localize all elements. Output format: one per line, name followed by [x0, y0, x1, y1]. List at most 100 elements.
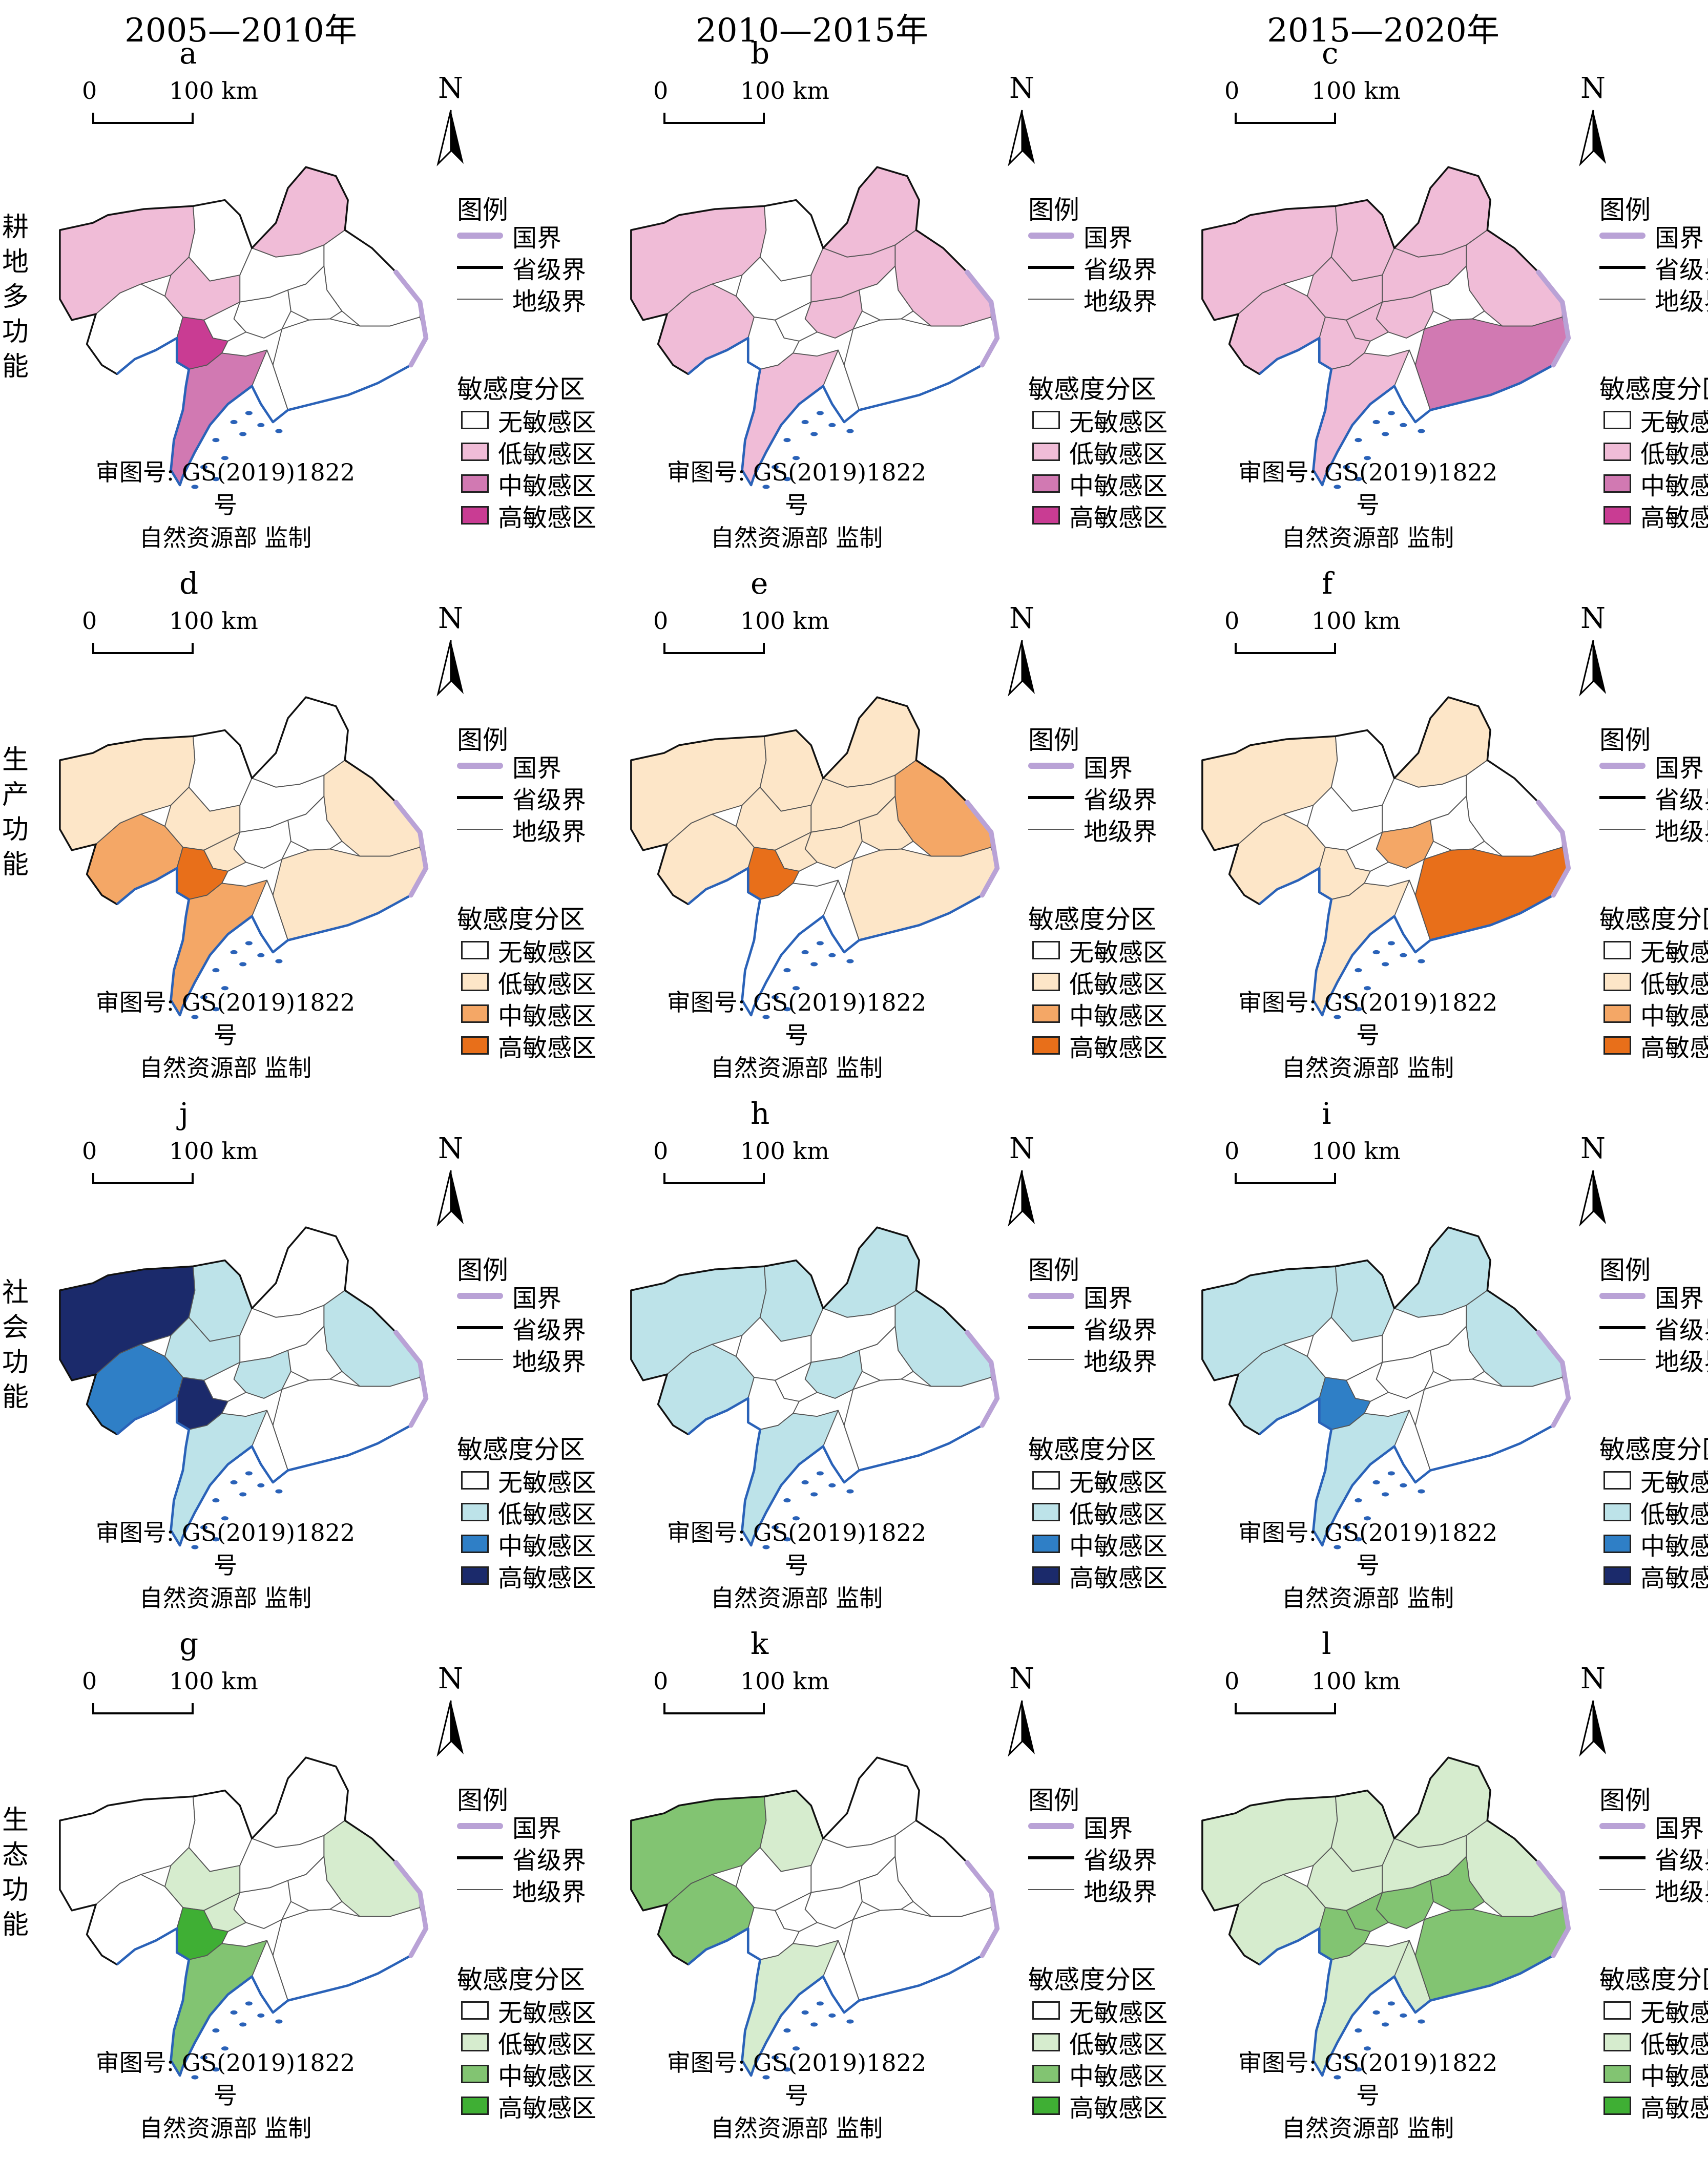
legend-label: 地级界	[512, 1348, 587, 1376]
map-approval-note: 审图号: GS(2019)1822号 自然资源部 监制	[663, 1516, 930, 1615]
legend-line-icon	[1028, 299, 1074, 300]
national-boundary	[1536, 1330, 1571, 1428]
island	[783, 1537, 791, 1542]
scale-distance: 100 km	[169, 77, 258, 104]
legend-swatch	[1603, 1004, 1631, 1023]
zone-legend-item: 无敏感区	[1032, 1993, 1168, 2028]
scale-distance: 100 km	[740, 607, 829, 635]
legend-swatch	[461, 1535, 489, 1553]
map-approval-note: 审图号: GS(2019)1822号 自然资源部 监制	[663, 456, 930, 554]
zone-legend-title: 敏感度分区	[1028, 374, 1156, 404]
zone-legend-item: 低敏感区	[1603, 2024, 1708, 2060]
zone-legend-item: 中敏感区	[1603, 2056, 1708, 2092]
legend-label: 地级界	[1655, 1878, 1708, 1906]
island	[200, 1525, 208, 1529]
zone-legend-item: 中敏感区	[461, 466, 596, 501]
scale-bar	[92, 643, 194, 654]
legend-label: 国界	[1084, 224, 1133, 253]
island	[212, 968, 220, 973]
legend-label: 高敏感区	[1640, 1034, 1708, 1062]
island	[771, 995, 779, 999]
panel-label: b	[751, 36, 770, 71]
map-approval-note: 审图号: GS(2019)1822号 自然资源部 监制	[1235, 456, 1501, 554]
legend-label: 高敏感区	[498, 1034, 597, 1062]
legend-prefecture-boundary: 地级界	[457, 1874, 586, 1906]
island	[230, 2010, 238, 2015]
zone-legend-item: 低敏感区	[1032, 964, 1168, 1000]
zone-legend-item: 高敏感区	[1032, 497, 1168, 533]
legend-label: 高敏感区	[498, 2094, 597, 2123]
legend-national-boundary: 国界	[1599, 220, 1704, 253]
legend-label: 省级界	[1655, 1316, 1708, 1345]
legend-label: 高敏感区	[1640, 1564, 1708, 1592]
zone-legend-item: 低敏感区	[1603, 964, 1708, 1000]
legend-line-icon	[1599, 233, 1645, 239]
coastline	[116, 337, 412, 487]
national-boundary	[1536, 1860, 1571, 1958]
legend-label: 无敏感区	[1069, 1469, 1168, 1497]
zone-legend-item: 低敏感区	[1603, 1494, 1708, 1530]
north-label: N	[1580, 1132, 1606, 1165]
coastline	[1258, 337, 1554, 487]
legend-label: 地级界	[1084, 1348, 1158, 1376]
coastline	[687, 1927, 983, 2077]
legend-line-icon	[457, 266, 503, 269]
scale-distance: 100 km	[169, 607, 258, 635]
zone-legend-item: 无敏感区	[461, 402, 596, 438]
legend-label: 地级界	[1655, 1348, 1708, 1376]
column-title-1: 2005—2010年	[124, 12, 357, 50]
north-arrow-icon	[1008, 1170, 1035, 1227]
scale-zero: 0	[1224, 607, 1240, 635]
legend-prefecture-boundary: 地级界	[457, 284, 586, 316]
island	[1355, 2028, 1362, 2033]
approval-number: 审图号: GS(2019)1822号	[1238, 989, 1498, 1049]
island	[1334, 2075, 1341, 2080]
island	[783, 968, 791, 973]
island	[801, 950, 809, 955]
island	[239, 1492, 247, 1497]
island	[801, 2010, 809, 2015]
north-label: N	[1009, 72, 1034, 105]
region-13	[272, 1377, 427, 1471]
scale-zero: 0	[1224, 1667, 1240, 1695]
legend-swatch	[1603, 2097, 1631, 2115]
legend-title: 图例	[457, 1255, 508, 1285]
legend-prefecture-boundary: 地级界	[1028, 814, 1157, 846]
north-label: N	[1580, 602, 1606, 635]
legend-label: 地级界	[1084, 287, 1158, 316]
island	[783, 438, 791, 443]
legend-swatch	[1603, 411, 1631, 429]
legend-line-icon	[1028, 266, 1074, 269]
island	[221, 456, 229, 460]
zone-legend-item: 高敏感区	[1032, 1558, 1168, 1594]
national-boundary	[965, 800, 1000, 898]
legend-swatch	[1032, 941, 1060, 959]
zone-legend-title: 敏感度分区	[457, 374, 585, 404]
sensitivity-map	[1201, 166, 1571, 489]
island	[1400, 423, 1407, 427]
island	[792, 456, 800, 460]
zone-legend-item: 中敏感区	[1603, 996, 1708, 1032]
legend-swatch	[1603, 941, 1631, 959]
north-arrow-icon	[436, 1700, 464, 1757]
legend-title: 图例	[1599, 1255, 1651, 1285]
legend-swatch	[461, 411, 489, 429]
legend-prefecture-boundary: 地级界	[1599, 1874, 1708, 1906]
sensitivity-map	[59, 1756, 429, 2080]
island	[1382, 962, 1389, 967]
zone-legend-item: 高敏感区	[461, 497, 596, 533]
north-label: N	[1009, 1662, 1034, 1695]
legend-line-icon	[1028, 796, 1074, 799]
legend-swatch	[461, 1503, 489, 1521]
north-arrow-icon	[1008, 1700, 1035, 1757]
scale-zero: 0	[653, 1667, 669, 1695]
island	[239, 2022, 247, 2027]
legend-national-boundary: 国界	[457, 1281, 561, 1313]
island	[275, 429, 283, 433]
island	[1382, 2022, 1389, 2027]
zone-legend-item: 中敏感区	[461, 1526, 596, 1562]
legend-line-icon	[1028, 1359, 1074, 1360]
approval-authority: 自然资源部 监制	[139, 524, 312, 552]
legend-label: 中敏感区	[498, 1002, 597, 1031]
legend-title: 图例	[1028, 1786, 1079, 1815]
